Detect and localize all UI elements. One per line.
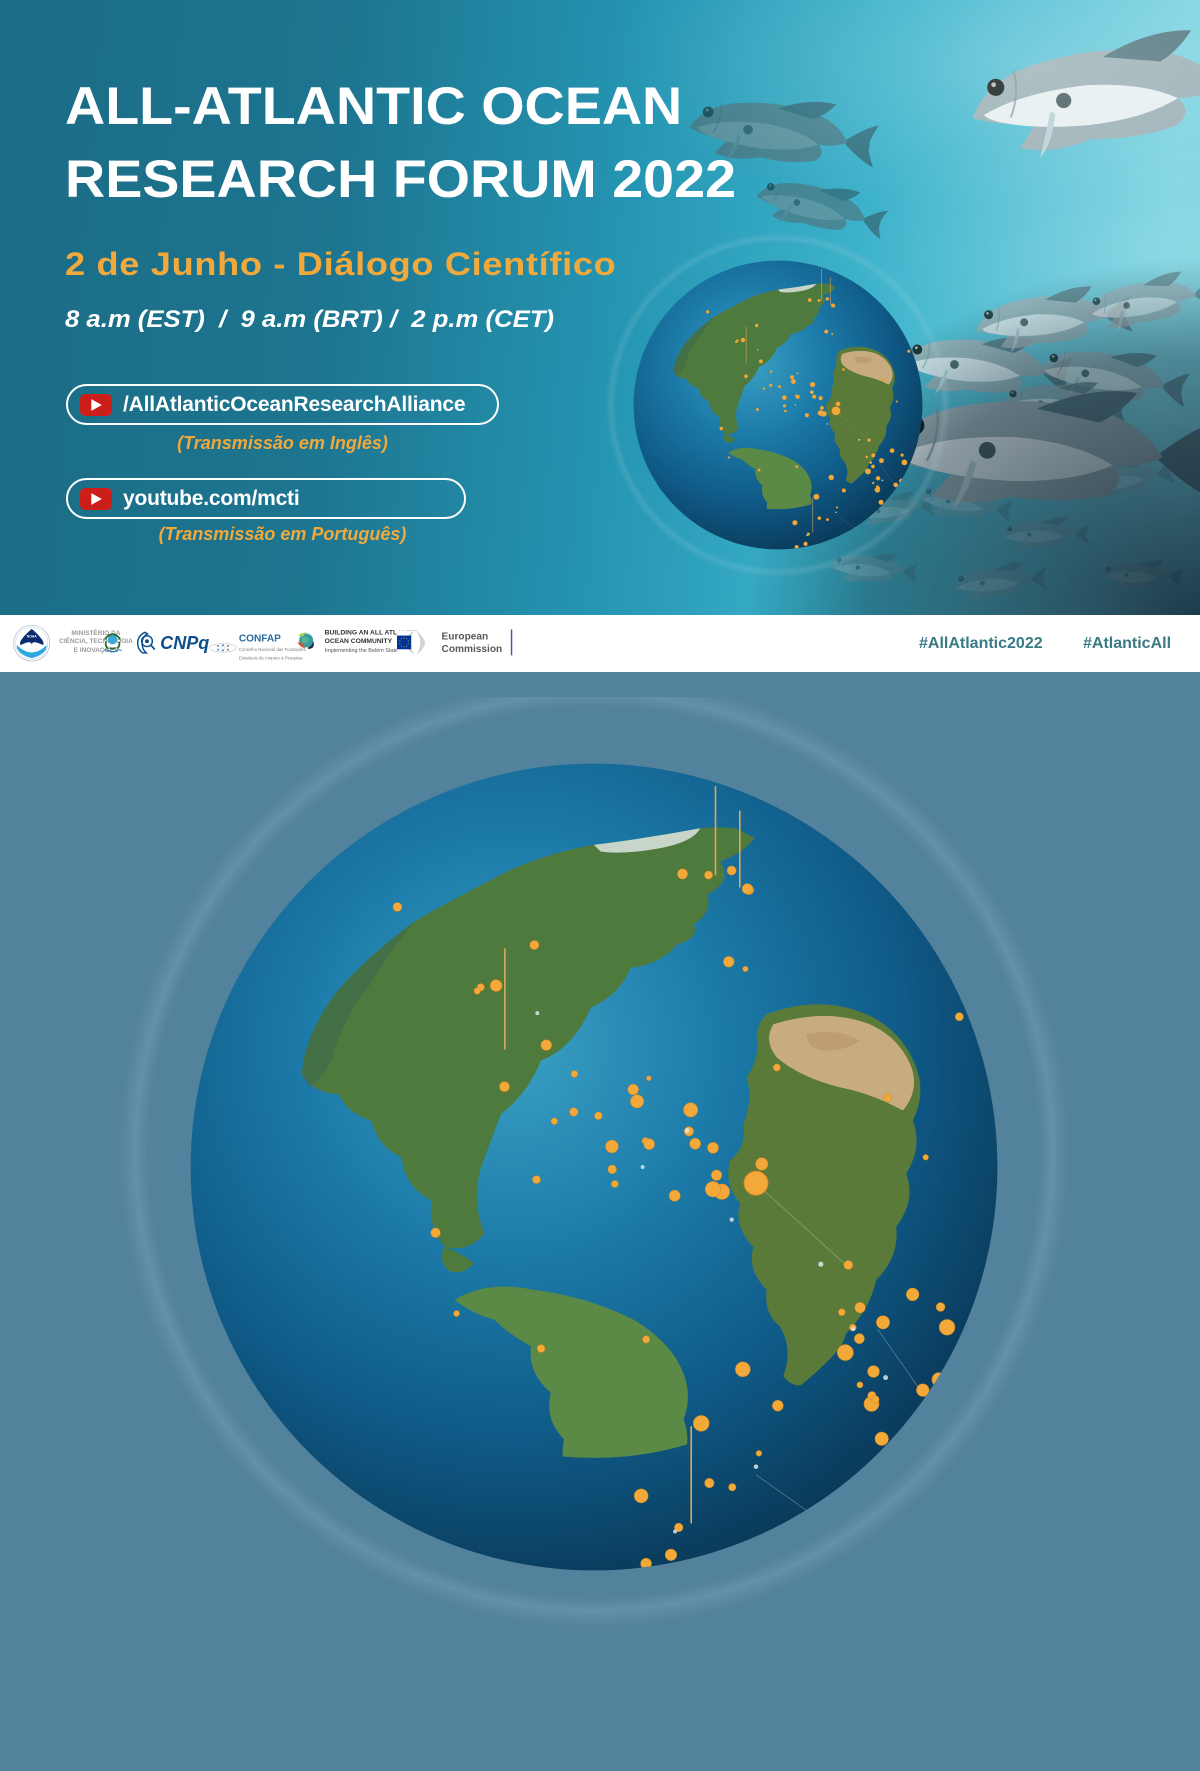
svg-text:NOAA: NOAA [27,635,37,639]
